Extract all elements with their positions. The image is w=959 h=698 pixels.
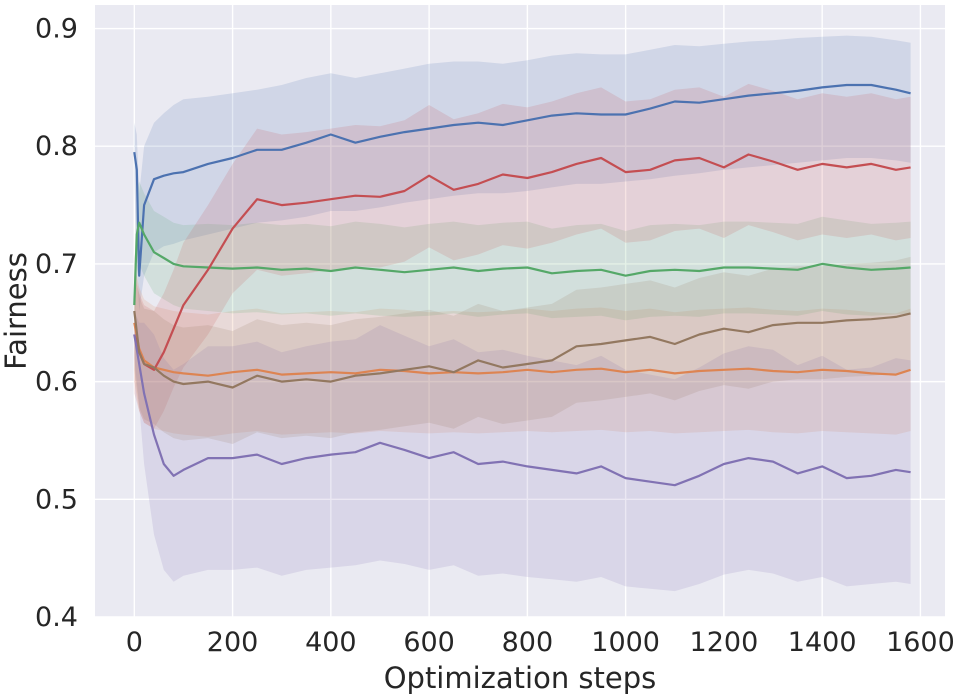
x-tick-label: 1600 [886, 627, 955, 658]
x-tick-labels: 0 200 400 600 800 1000 1200 1400 1600 [126, 627, 955, 658]
x-tick-label: 1200 [690, 627, 759, 658]
x-tick-label: 800 [502, 627, 554, 658]
x-axis-label: Optimization steps [384, 661, 657, 695]
series-4-band [134, 83, 911, 429]
series-3-band [134, 181, 911, 335]
series-lines [133, 83, 911, 487]
y-axis-label: Fairness [0, 252, 33, 370]
plot-background [95, 5, 945, 617]
x-tick-label: 200 [207, 627, 259, 658]
y-tick-label: 0.8 [35, 131, 78, 162]
confidence-bands [134, 35, 911, 592]
series-1-band [134, 35, 911, 311]
y-tick-label: 0.7 [35, 249, 78, 280]
y-tick-label: 0.6 [35, 367, 78, 398]
series-2-band [134, 263, 911, 437]
x-tick-label: 600 [403, 627, 455, 658]
y-tick-labels: 0.4 0.5 0.6 0.7 0.8 0.9 [35, 14, 78, 633]
x-tick-label: 0 [126, 627, 143, 658]
x-tick-label: 1400 [788, 627, 857, 658]
series-5-line [133, 334, 911, 487]
series-2-line [133, 322, 911, 377]
y-tick-label: 0.9 [35, 14, 78, 45]
series-3-line [133, 221, 911, 306]
grid-lines [95, 5, 945, 618]
series-6-band [134, 252, 911, 444]
y-tick-label: 0.5 [35, 484, 78, 515]
series-1-line [133, 83, 911, 277]
series-6-line [133, 310, 911, 389]
x-tick-label: 400 [305, 627, 357, 658]
x-tick-label: 1000 [591, 627, 660, 658]
series-4-line [133, 153, 911, 371]
y-tick-label: 0.4 [35, 602, 78, 633]
